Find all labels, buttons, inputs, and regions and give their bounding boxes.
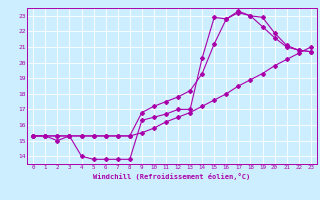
X-axis label: Windchill (Refroidissement éolien,°C): Windchill (Refroidissement éolien,°C) [93,173,251,180]
